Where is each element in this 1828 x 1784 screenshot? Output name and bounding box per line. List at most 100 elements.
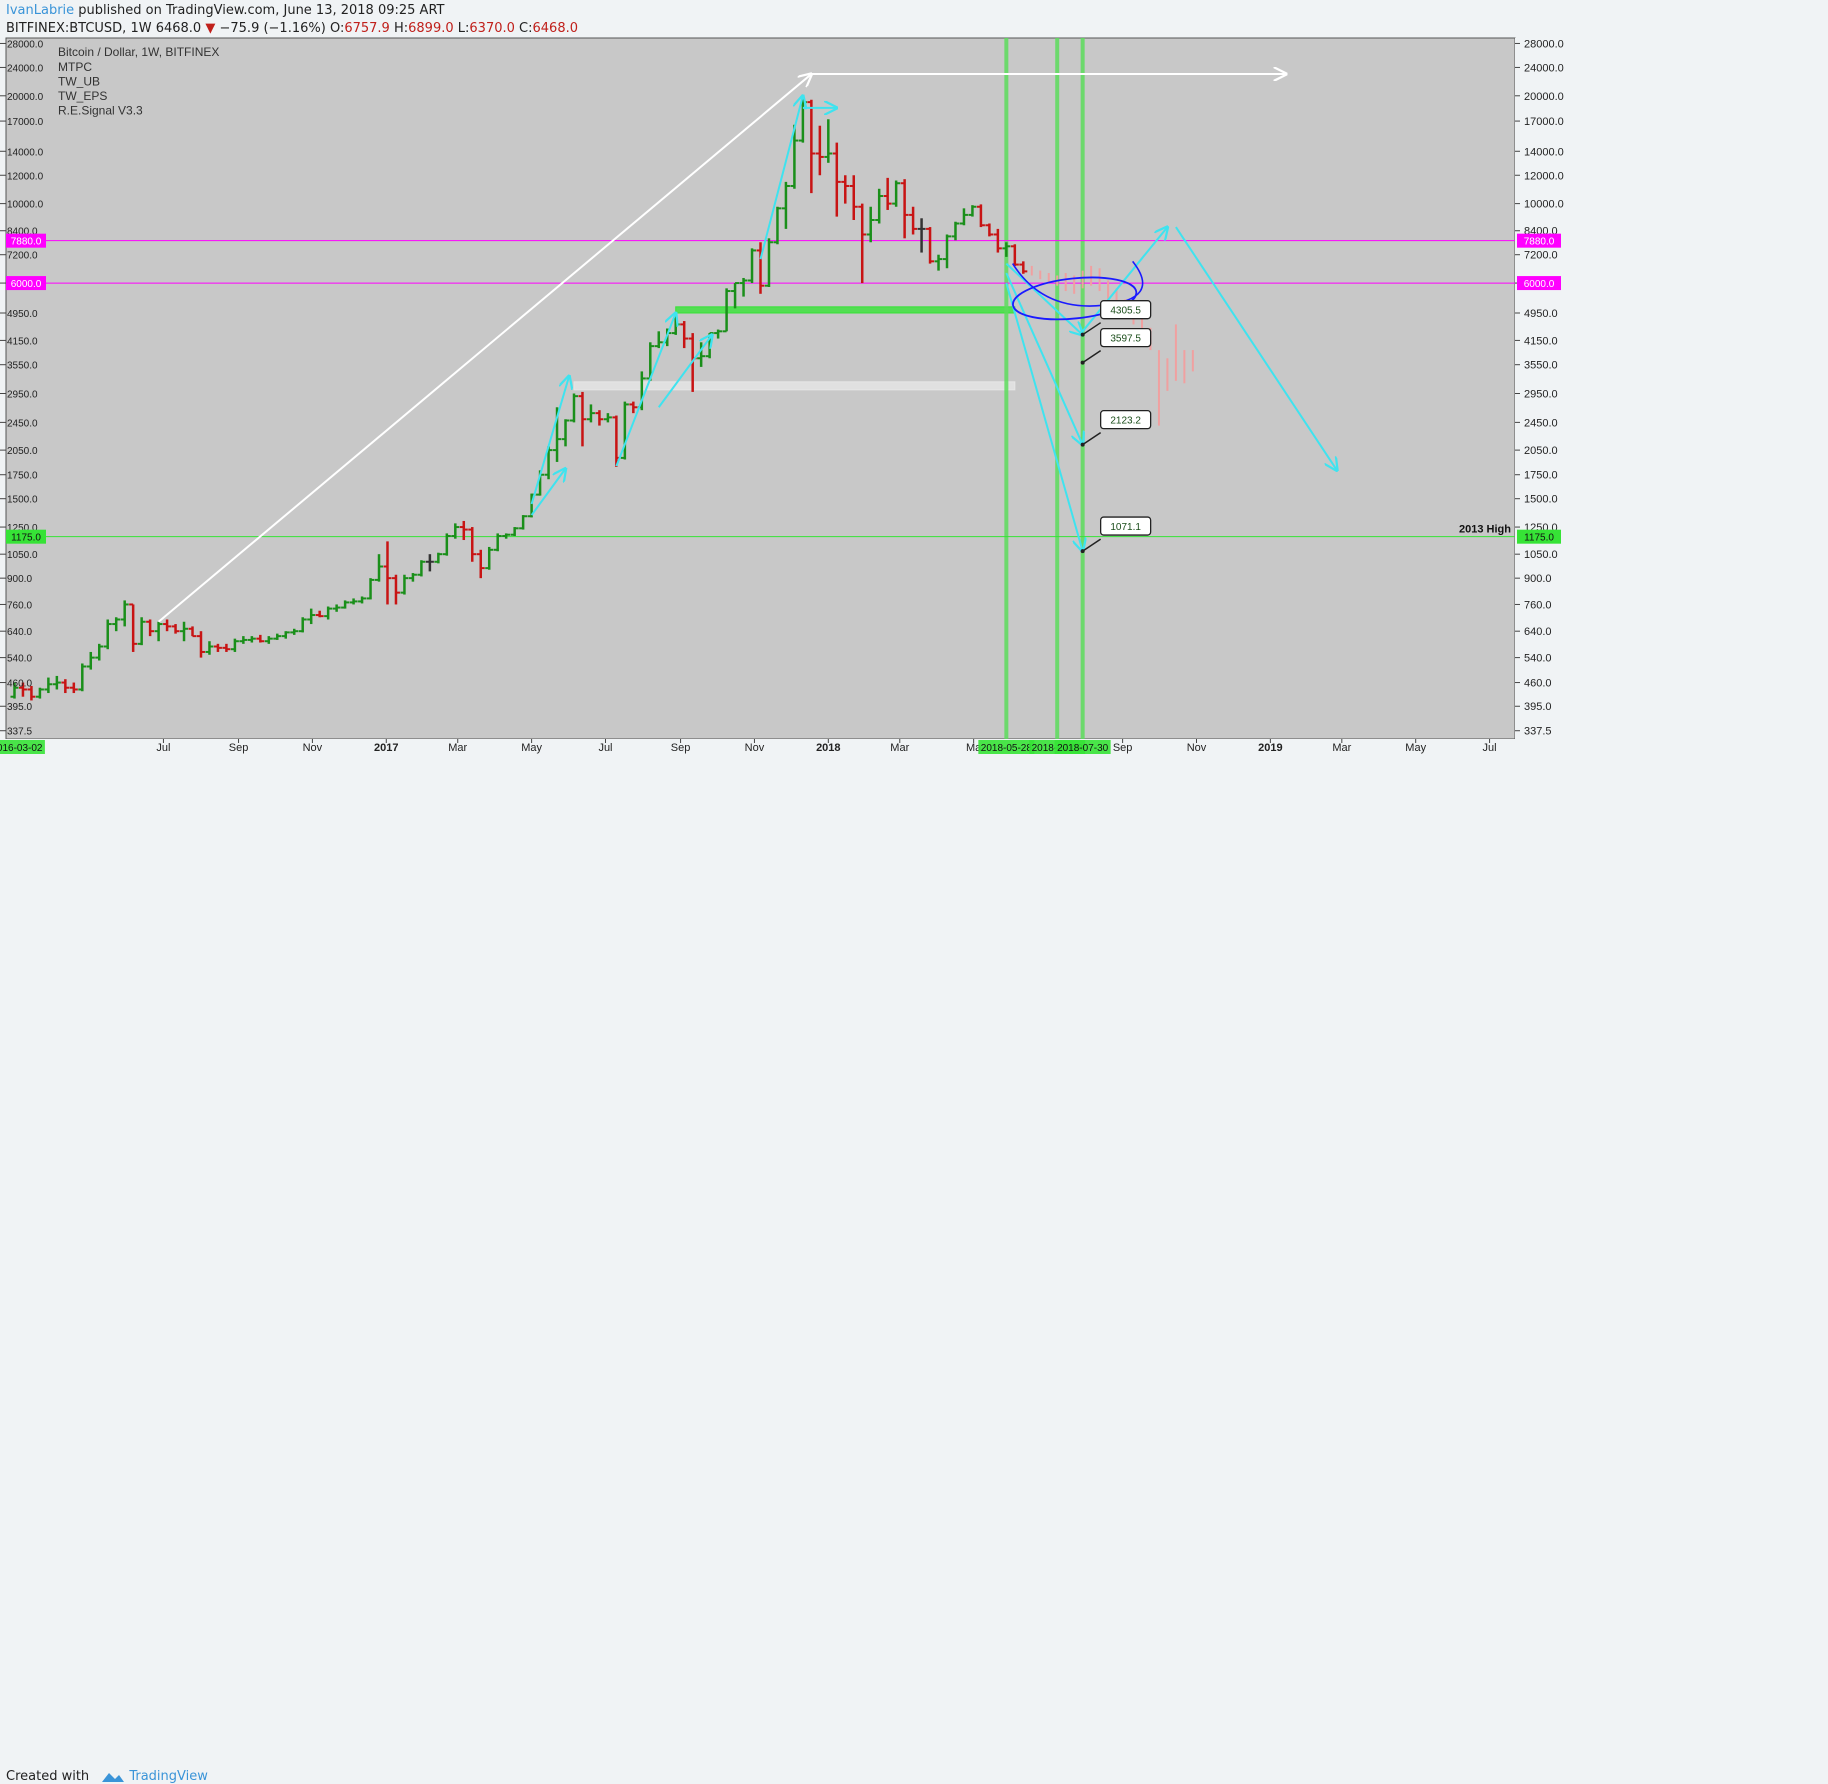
ohlc-bar (569, 393, 578, 423)
ohlc-bar (44, 677, 53, 694)
indicator-label: TW_EPS (58, 89, 107, 103)
target-box (1099, 300, 1152, 320)
ohlc-bar (163, 619, 172, 632)
tradingview-logo-icon (102, 1773, 125, 1782)
trend-arrow (1175, 226, 1337, 470)
y-tick-label-left: 2050.0 (7, 446, 38, 457)
tradingview-link[interactable]: TradingView (129, 1769, 208, 1784)
ohlc-bar (968, 205, 977, 217)
y-tick-label-left: 337.5 (7, 727, 32, 738)
y-tick-label: 12000.0 (1524, 170, 1564, 182)
ohlc-bar (10, 682, 19, 699)
y-tick-label-left: 540.0 (7, 654, 32, 665)
ohlc-bar (264, 636, 273, 644)
y-tick-label: 1500.0 (1524, 494, 1558, 506)
price-level-badge-left-label: 7880.0 (11, 237, 42, 248)
created-with: Created with TradingView (6, 1769, 208, 1784)
target-pointer (1082, 322, 1102, 336)
price-level-badge-left (6, 529, 46, 544)
y-tick-label: 337.5 (1524, 726, 1552, 738)
x-tick-label: Sep (671, 742, 691, 754)
ohlc-bar (892, 180, 901, 207)
x-marker-badge (978, 740, 1035, 754)
ohlc-bar (883, 177, 892, 210)
ohlc-bar (875, 188, 884, 224)
y-tick-label-left: 1050.0 (7, 550, 38, 561)
ohlc-bar (434, 552, 443, 564)
ohlc-bar (731, 282, 740, 309)
ohlc-bar (756, 242, 765, 294)
ohlc-bar (476, 549, 485, 579)
y-tick-label-left: 8400.0 (7, 227, 38, 238)
target-label: 4305.5 (1110, 306, 1141, 317)
author-link[interactable]: IvanLabrie (6, 3, 75, 18)
ohlc-bar (1010, 244, 1019, 266)
price-level-badge-left-label: 1175.0 (11, 533, 41, 544)
ohlc-summary: BITFINEX:BTCUSD, 1W 6468.0 ▼ −75.9 (−1.1… (6, 21, 578, 36)
ohlc-bar (358, 596, 367, 604)
x-tick-label: Mar (890, 742, 909, 754)
ohlc-bar (171, 624, 180, 634)
x-marker-label: 2016-03-02 (0, 743, 43, 754)
trend-arrow (657, 335, 712, 408)
footer: Created with TradingView (0, 878, 1828, 1784)
x-marker-label: 2018-05-28 (981, 743, 1033, 754)
ohlc-bar (146, 619, 155, 637)
y-tick-label-left: 640.0 (7, 627, 32, 638)
ohlc-bar (620, 401, 629, 460)
x-tick-label: May (1405, 742, 1426, 754)
ohlc-bar (196, 631, 205, 658)
ohlc-bar (129, 603, 138, 652)
price-level-badge-left (6, 233, 46, 248)
ohlc-bar (27, 685, 36, 701)
y-tick-label: 900.0 (1524, 573, 1552, 585)
ohlc-bar (985, 223, 994, 237)
x-tick-label: Nov (303, 742, 323, 754)
ohlc-bar (790, 124, 799, 189)
trend-arrow (530, 469, 566, 516)
x-marker-badge (0, 740, 45, 754)
ohlc-bar (180, 621, 189, 642)
ohlc-bar (519, 515, 528, 530)
ohlc-bar (375, 554, 384, 582)
header: IvanLabrie published on TradingView.com,… (0, 0, 1828, 42)
trend-arrow (1005, 272, 1082, 445)
x-marker-badge (1054, 740, 1111, 754)
ohlc-bar (213, 643, 222, 652)
ohlc-bar (408, 573, 417, 582)
ohlc-bar (468, 527, 477, 562)
y-tick-label-left: 10000.0 (7, 200, 44, 211)
trend-arrow (530, 376, 570, 505)
x-tick-label: Nov (1187, 742, 1207, 754)
ohlc-bar (578, 391, 587, 447)
ohlc-bar (866, 206, 875, 243)
ohlc-bar (815, 125, 824, 176)
symbol: BITFINEX:BTCUSD, 1W (6, 21, 152, 36)
ohlc-bar (510, 527, 519, 537)
y-tick-label-left: 24000.0 (7, 63, 44, 74)
ohlc-bar (714, 329, 723, 339)
date-marker-line (1080, 38, 1085, 739)
date-marker-line (1004, 38, 1009, 739)
low-value: 6370.0 (469, 21, 515, 36)
chart-title: Bitcoin / Dollar, 1W, BITFINEX (58, 45, 219, 59)
y-tick-label: 28000.0 (1524, 38, 1564, 50)
ohlc-bar (61, 679, 70, 694)
ohlc-bar (485, 546, 494, 570)
ohlc-bar (103, 619, 112, 650)
ohlc-bar (739, 277, 748, 297)
high-value: 6899.0 (408, 21, 454, 36)
target-pointer (1082, 538, 1102, 552)
y-tick-label: 760.0 (1524, 599, 1552, 611)
trend-arrow (1005, 262, 1082, 335)
y-tick-label-left: 760.0 (7, 600, 32, 611)
y-tick-label-left: 1750.0 (7, 471, 38, 482)
y-tick-label-left: 17000.0 (7, 117, 44, 128)
ohlc-bar (154, 621, 163, 642)
ohlc-bar (459, 520, 468, 541)
y-tick-label: 20000.0 (1524, 91, 1564, 103)
ohlc-bar (341, 600, 350, 609)
ohlc-bar (976, 204, 985, 228)
x-tick-label: 2017 (374, 742, 398, 754)
price-chart[interactable]: 4305.5 3597.5 2123.2 1071.1 28000.0 28000.0 24… (0, 0, 1828, 878)
